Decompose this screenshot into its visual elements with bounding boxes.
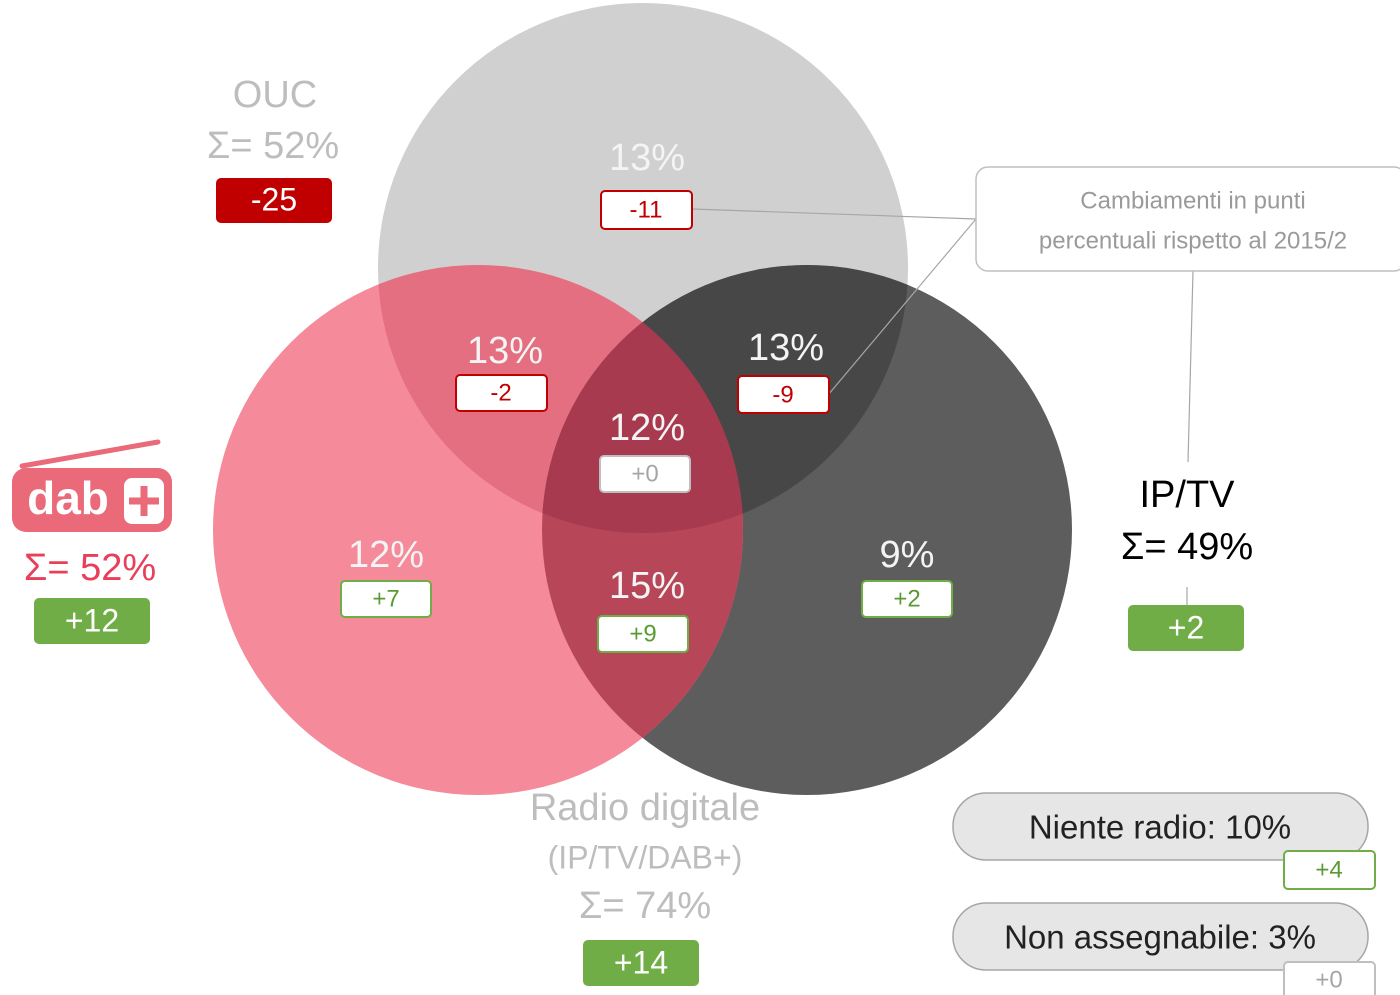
connector bbox=[692, 208, 977, 220]
extra-label: Niente radio: 10% bbox=[1029, 809, 1291, 846]
region-change: +2 bbox=[893, 585, 920, 612]
badge bbox=[216, 178, 332, 223]
badge bbox=[1283, 961, 1376, 995]
badge bbox=[737, 375, 830, 414]
badge bbox=[583, 940, 699, 986]
connector bbox=[1187, 270, 1194, 463]
badge bbox=[340, 580, 432, 618]
set-total: Σ= 49% bbox=[1121, 526, 1253, 568]
region-value: 15% bbox=[609, 565, 685, 607]
set-subtitle: (IP/TV/DAB+) bbox=[548, 839, 743, 875]
set-total: Σ= 74% bbox=[579, 885, 711, 927]
region-value: 9% bbox=[880, 534, 935, 576]
badge bbox=[861, 580, 953, 618]
region-value: 12% bbox=[348, 534, 424, 576]
logo-plus bbox=[129, 486, 159, 516]
badge bbox=[1128, 605, 1244, 651]
badge bbox=[600, 190, 693, 230]
set-name: IP/TV bbox=[1139, 474, 1235, 516]
region-change: +9 bbox=[629, 620, 656, 647]
set-name: Radio digitale bbox=[530, 787, 760, 829]
circles bbox=[213, 3, 1072, 795]
note-line: Cambiamenti in punti bbox=[1080, 187, 1305, 214]
set-change: -25 bbox=[251, 181, 297, 217]
region-change: -2 bbox=[490, 379, 511, 406]
set-change: +2 bbox=[1168, 609, 1204, 645]
region-value: 13% bbox=[748, 327, 824, 369]
region-value: 13% bbox=[467, 330, 543, 372]
region-value: 13% bbox=[609, 137, 685, 179]
extra-change: +0 bbox=[1315, 966, 1342, 993]
set-total: Σ= 52% bbox=[24, 547, 156, 589]
set-name: OUC bbox=[233, 74, 317, 116]
badge bbox=[1283, 850, 1376, 890]
logo-text: dab bbox=[27, 472, 109, 524]
region-change: -9 bbox=[772, 381, 793, 408]
set-change: +12 bbox=[65, 602, 119, 638]
extra-change: +4 bbox=[1315, 856, 1342, 883]
note-box bbox=[975, 166, 1400, 272]
region-change: +7 bbox=[372, 585, 399, 612]
badge bbox=[455, 374, 548, 412]
badge bbox=[597, 615, 689, 653]
region-value: 12% bbox=[609, 407, 685, 449]
connector bbox=[827, 218, 977, 396]
extra-pill bbox=[952, 792, 1369, 861]
extra-label: Non assegnabile: 3% bbox=[1004, 919, 1316, 956]
note-line: percentuali rispetto al 2015/2 bbox=[1039, 227, 1347, 254]
badge bbox=[34, 598, 150, 644]
set-change: +14 bbox=[614, 944, 668, 980]
region-change: -11 bbox=[630, 196, 663, 223]
set-total: Σ= 52% bbox=[207, 125, 339, 167]
region-change: +0 bbox=[631, 460, 658, 487]
logo-antenna bbox=[19, 439, 161, 469]
badge bbox=[599, 455, 691, 493]
overlap-all bbox=[542, 265, 743, 533]
extra-pill bbox=[952, 902, 1369, 971]
